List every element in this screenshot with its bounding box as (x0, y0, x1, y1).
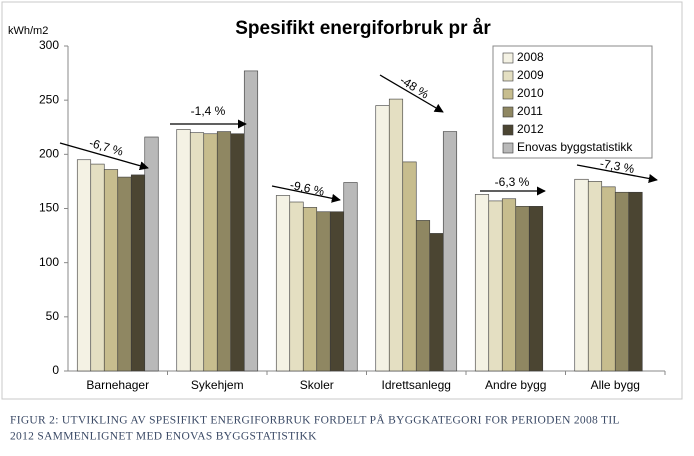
legend-swatch (502, 142, 514, 154)
legend-label: 2009 (517, 68, 544, 82)
bar (243, 70, 259, 372)
bar (289, 201, 304, 372)
bar (442, 131, 458, 372)
bar (587, 181, 603, 372)
bar (275, 195, 291, 372)
bar (574, 178, 589, 372)
legend-label: 2012 (517, 122, 544, 136)
annotation-label: -6,3 % (495, 175, 530, 189)
bar (375, 105, 390, 372)
bar (189, 132, 205, 372)
y-tick-label: 100 (39, 255, 59, 269)
bar (388, 98, 404, 372)
bar (515, 206, 530, 372)
bar (601, 186, 616, 372)
legend-swatch (502, 52, 514, 64)
bar (130, 174, 146, 372)
bar (501, 198, 517, 372)
caption-line: 2012 SAMMENLIGNET MED ENOVAS BYGGSTATIST… (10, 431, 317, 443)
bar (216, 131, 232, 372)
legend-swatch (502, 70, 514, 82)
x-tick-label: Skoler (300, 378, 334, 392)
y-tick-label: 200 (39, 147, 59, 161)
y-tick-label: 0 (52, 363, 59, 377)
x-tick-label: Idrettsanlegg (382, 378, 451, 392)
annotation-arrow (379, 74, 444, 113)
bar (628, 191, 643, 372)
bar (117, 176, 132, 372)
bar (343, 182, 358, 372)
annotation-arrow (59, 142, 149, 171)
legend-label: Enovas byggstatistikk (517, 140, 633, 154)
legend-swatch (502, 124, 514, 136)
x-tick-label: Sykehjem (191, 378, 244, 392)
x-tick-label: Alle bygg (591, 378, 640, 392)
caption-line: FIGUR 2: UTVIKLING AV SPESIFIKT ENERGIFO… (10, 413, 620, 427)
bar (402, 161, 417, 372)
annotation-label: -7,3 % (599, 156, 636, 176)
chart-title: Spesifikt energiforbruk pr år (235, 18, 491, 39)
legend-label: 2011 (517, 104, 543, 118)
bar (415, 220, 431, 372)
bar (329, 211, 345, 372)
x-tick-label: Barnehager (86, 378, 149, 392)
y-tick-label: 50 (46, 309, 60, 323)
legend-label: 2008 (517, 50, 544, 64)
bar (90, 163, 105, 372)
bar (230, 133, 245, 372)
bar (488, 200, 503, 372)
x-tick-label: Andre bygg (485, 378, 546, 392)
bar (316, 211, 331, 372)
legend-swatch (502, 88, 514, 100)
bar (76, 159, 92, 372)
bar (614, 191, 630, 372)
annotation-arrow (576, 164, 658, 183)
y-tick-label: 300 (39, 38, 59, 52)
bar (429, 233, 444, 372)
bar (474, 194, 490, 372)
y-tick-label: 250 (39, 92, 59, 106)
y-tick-label: 150 (39, 201, 59, 215)
bar (176, 129, 191, 372)
annotation-arrow (271, 185, 341, 203)
bar (203, 133, 218, 372)
annotation-label: -1,4 % (191, 104, 226, 118)
bar (528, 206, 544, 372)
bar (302, 207, 318, 372)
legend-swatch (502, 106, 514, 118)
legend-box (492, 45, 653, 159)
y-axis-label: kWh/m2 (8, 25, 48, 37)
legend-label: 2010 (517, 86, 544, 100)
bar (144, 136, 159, 372)
bar (103, 169, 119, 372)
